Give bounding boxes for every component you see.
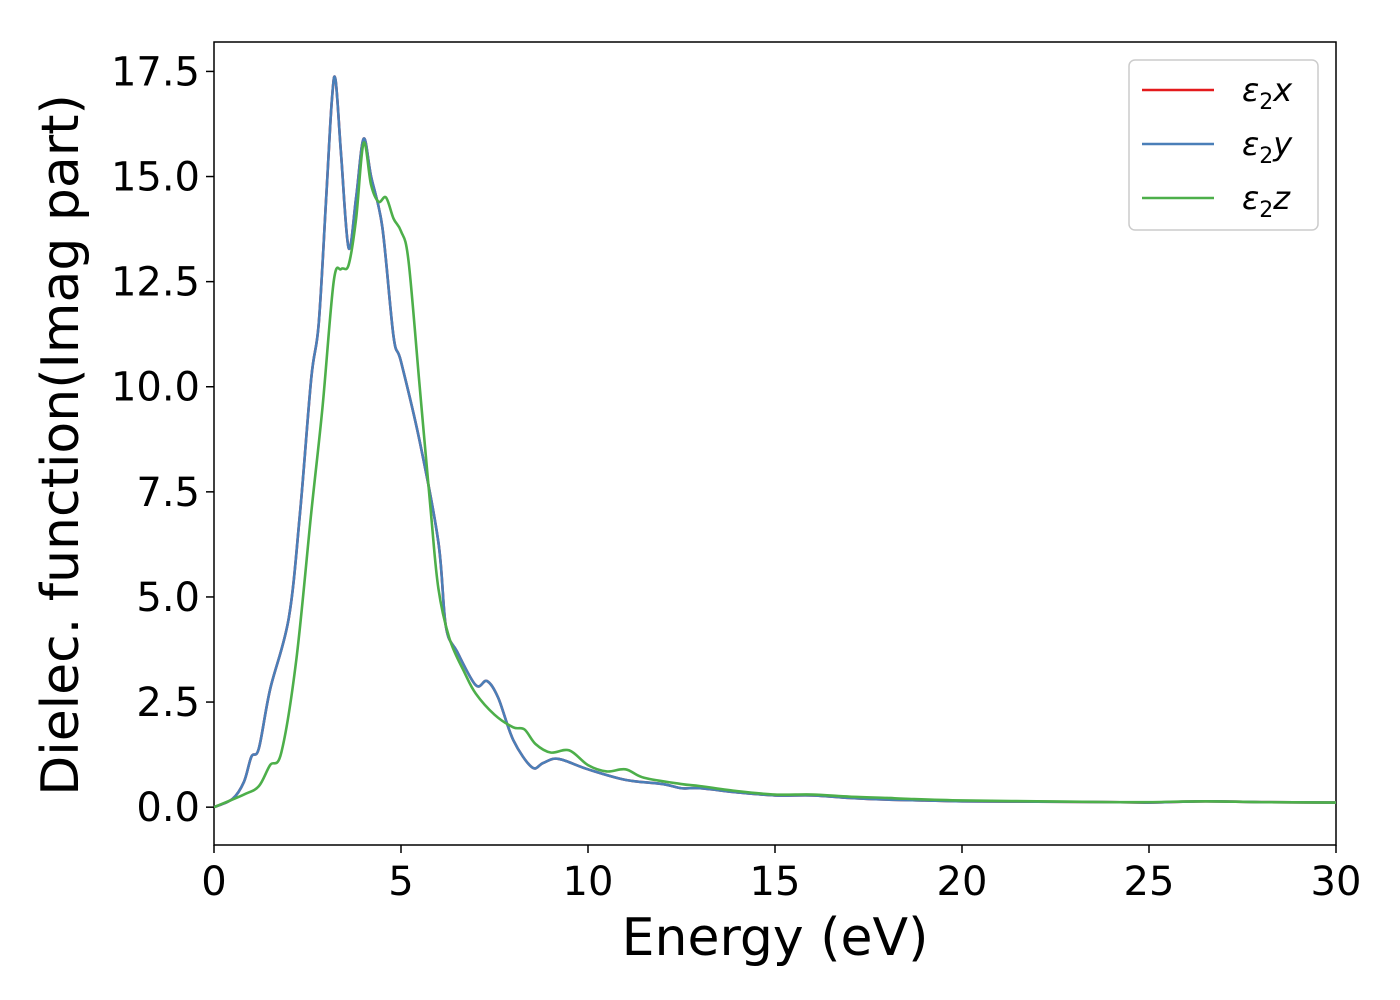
y-axis-ticks: 0.0 2.5 5.0 7.5 10.0 12.5 15.0 17.5 bbox=[111, 49, 214, 831]
legend-subscript: 2 bbox=[1259, 198, 1273, 223]
legend-symbol: ε bbox=[1242, 71, 1259, 109]
x-tick-label: 20 bbox=[937, 859, 988, 905]
x-axis-label: Energy (eV) bbox=[622, 908, 929, 968]
y-tick-label: 0.0 bbox=[136, 785, 200, 831]
legend-entry-label: ε2z bbox=[1242, 179, 1291, 223]
legend-variable: y bbox=[1272, 125, 1293, 163]
y-tick-label: 7.5 bbox=[136, 470, 200, 516]
x-tick-label: 15 bbox=[750, 859, 801, 905]
legend-subscript: 2 bbox=[1259, 90, 1273, 115]
y-tick-label: 17.5 bbox=[111, 49, 200, 95]
y-tick-label: 2.5 bbox=[136, 680, 200, 726]
x-tick-label: 25 bbox=[1124, 859, 1175, 905]
legend-symbol: ε bbox=[1242, 179, 1259, 217]
series-lines bbox=[213, 75, 1337, 809]
legend-variable: x bbox=[1272, 71, 1293, 109]
legend-variable: z bbox=[1272, 179, 1291, 217]
x-axis-ticks: 0 5 10 15 20 25 30 bbox=[201, 845, 1361, 905]
x-tick-label: 30 bbox=[1311, 859, 1362, 905]
legend-box bbox=[1128, 59, 1319, 231]
legend-subscript: 2 bbox=[1259, 144, 1273, 169]
y-tick-label: 5.0 bbox=[136, 575, 200, 621]
legend-entry-label: ε2x bbox=[1242, 71, 1293, 115]
x-tick-label: 5 bbox=[388, 859, 413, 905]
legend-entry-label: ε2y bbox=[1242, 125, 1293, 169]
x-tick-label: 10 bbox=[563, 859, 614, 905]
y-tick-label: 12.5 bbox=[111, 260, 200, 306]
y-tick-label: 10.0 bbox=[111, 365, 200, 411]
legend-symbol: ε bbox=[1242, 125, 1259, 163]
x-tick-label: 0 bbox=[201, 859, 226, 905]
y-axis-label: Dielec. function(Imag part) bbox=[31, 94, 91, 796]
y-tick-label: 15.0 bbox=[111, 155, 200, 201]
series-line-z bbox=[213, 141, 1337, 809]
